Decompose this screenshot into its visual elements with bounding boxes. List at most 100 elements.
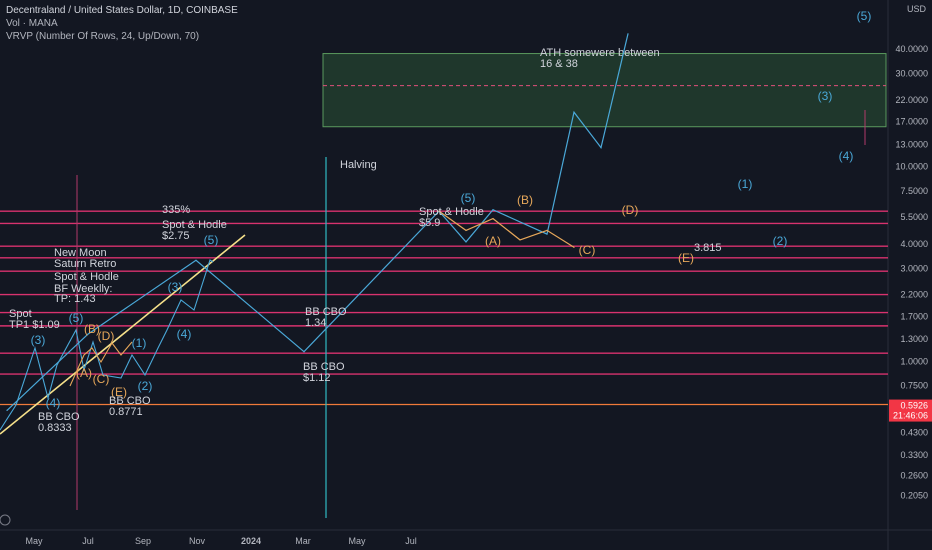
chart-annotation: $1.12: [303, 372, 331, 384]
y-tick-label: 10.0000: [895, 162, 928, 172]
chart-annotation: 0.8333: [38, 422, 72, 434]
x-tick-label: 2024: [241, 536, 261, 546]
early-price-path: [0, 259, 214, 431]
x-tick-label: Sep: [135, 536, 151, 546]
y-axis-unit: USD: [907, 4, 927, 14]
chart-annotation: (A): [76, 366, 92, 380]
chart-annotation: Spot & Hodle: [162, 219, 227, 231]
wave-point: [573, 246, 575, 248]
wave-point: [573, 111, 575, 113]
chart-annotation: 3.815: [694, 242, 722, 254]
chart-annotation: BB CBO: [109, 395, 151, 407]
x-tick-label: May: [25, 536, 43, 546]
chart-annotation: (3): [168, 280, 183, 294]
wave-point: [546, 233, 548, 235]
chart-annotation: (1): [738, 177, 753, 191]
chart-annotation: New Moon: [54, 247, 107, 259]
chart-annotation: (3): [818, 89, 833, 103]
chart-annotation: BB CBO: [305, 306, 347, 318]
chart-annotation: TP: 1.43: [54, 293, 96, 305]
countdown-label: 21:46:06: [893, 411, 928, 421]
x-tick-label: Jul: [405, 536, 417, 546]
chart-annotation: BB CBO: [38, 411, 80, 423]
chart-annotation: (D): [98, 329, 115, 343]
chart-annotation: (C): [93, 372, 110, 386]
x-tick-label: May: [348, 536, 366, 546]
wave-point: [519, 239, 521, 241]
settings-icon: [0, 514, 11, 526]
y-tick-label: 3.0000: [900, 263, 928, 273]
wave-point: [87, 333, 89, 335]
chart-annotation: (3): [31, 333, 46, 347]
y-tick-label: 0.2600: [900, 470, 928, 480]
y-tick-label: 0.2050: [900, 490, 928, 500]
chart-annotation: (4): [177, 327, 192, 341]
chart-annotation: (2): [773, 234, 788, 248]
chart-annotation: (2): [138, 379, 153, 393]
chart-annotation: (4): [46, 396, 61, 410]
wave-point: [465, 241, 467, 243]
x-tick-label: Nov: [189, 536, 206, 546]
wave-point: [465, 229, 467, 231]
y-tick-label: 7.5000: [900, 186, 928, 196]
chart-annotation: Saturn Retro: [54, 258, 116, 270]
y-tick-label: 22.0000: [895, 95, 928, 105]
ath-zone-label-1: ATH somewere between: [540, 47, 660, 59]
y-tick-label: 4.0000: [900, 239, 928, 249]
chart-annotation: (1): [132, 336, 147, 350]
chart-annotation: (E): [111, 385, 127, 399]
wave-point: [6, 409, 8, 411]
symbol-title[interactable]: Decentraland / United States Dollar, 1D,…: [6, 5, 238, 16]
y-tick-label: 30.0000: [895, 69, 928, 79]
y-tick-label: 5.5000: [900, 212, 928, 222]
y-tick-label: 1.0000: [900, 356, 928, 366]
x-tick-label: Mar: [295, 536, 311, 546]
ath-zone-box: [322, 53, 887, 128]
chart-annotation: Halving: [340, 159, 377, 171]
chart-annotation: $2.75: [162, 230, 190, 242]
chart-annotation: 0.8771: [109, 406, 143, 418]
early-correction-path: [69, 341, 133, 387]
y-tick-label: 0.3300: [900, 450, 928, 460]
vrvp-indicator-label[interactable]: VRVP (Number Of Rows, 24, Up/Down, 70): [6, 31, 200, 42]
volume-indicator-label[interactable]: Vol · MANA: [6, 18, 58, 29]
chart-annotation: (A): [485, 234, 501, 248]
y-tick-label: 40.0000: [895, 44, 928, 54]
wave-point: [195, 259, 197, 261]
wave-point: [627, 33, 629, 35]
chart-annotation: TP1 $1.09: [9, 319, 60, 331]
chart-annotation: (4): [839, 149, 854, 163]
wave-point: [600, 147, 602, 149]
chart-annotation: (5): [461, 191, 476, 205]
chart-annotation: BB CBO: [303, 361, 345, 373]
trendline: [0, 234, 246, 435]
chart-legend: Decentraland / United States Dollar, 1D,…: [6, 4, 238, 43]
current-price-label: 0.5926: [900, 401, 928, 411]
wave-point: [492, 218, 494, 220]
wave-point: [438, 210, 440, 212]
y-tick-label: 17.0000: [895, 117, 928, 127]
chart-annotation: Spot: [9, 308, 32, 320]
chart-annotation: (B): [84, 322, 100, 336]
wave-point: [303, 351, 305, 353]
chart-annotation: (5): [204, 233, 219, 247]
chart-annotation: (B): [517, 193, 533, 207]
wave-point: [492, 209, 494, 211]
y-tick-label: 13.0000: [895, 139, 928, 149]
y-tick-label: 1.3000: [900, 334, 928, 344]
chart-annotation: (5): [69, 311, 84, 325]
chart-annotation: 335%: [162, 204, 190, 216]
y-tick-label: 0.7500: [900, 381, 928, 391]
current-price-tag: [889, 399, 932, 422]
chart-annotation: Spot & Hodle: [419, 206, 484, 218]
x-tick-label: Jul: [82, 536, 94, 546]
chart-annotation: (D): [622, 203, 639, 217]
chart-annotation: BF Weeklly:: [54, 283, 112, 295]
y-tick-label: 1.7000: [900, 311, 928, 321]
chart-annotation: (E): [678, 251, 694, 265]
chart-annotation: 1.34: [305, 317, 326, 329]
ath-zone-label-2: 16 & 38: [540, 58, 578, 70]
chart-annotation: $5.9: [419, 217, 440, 229]
